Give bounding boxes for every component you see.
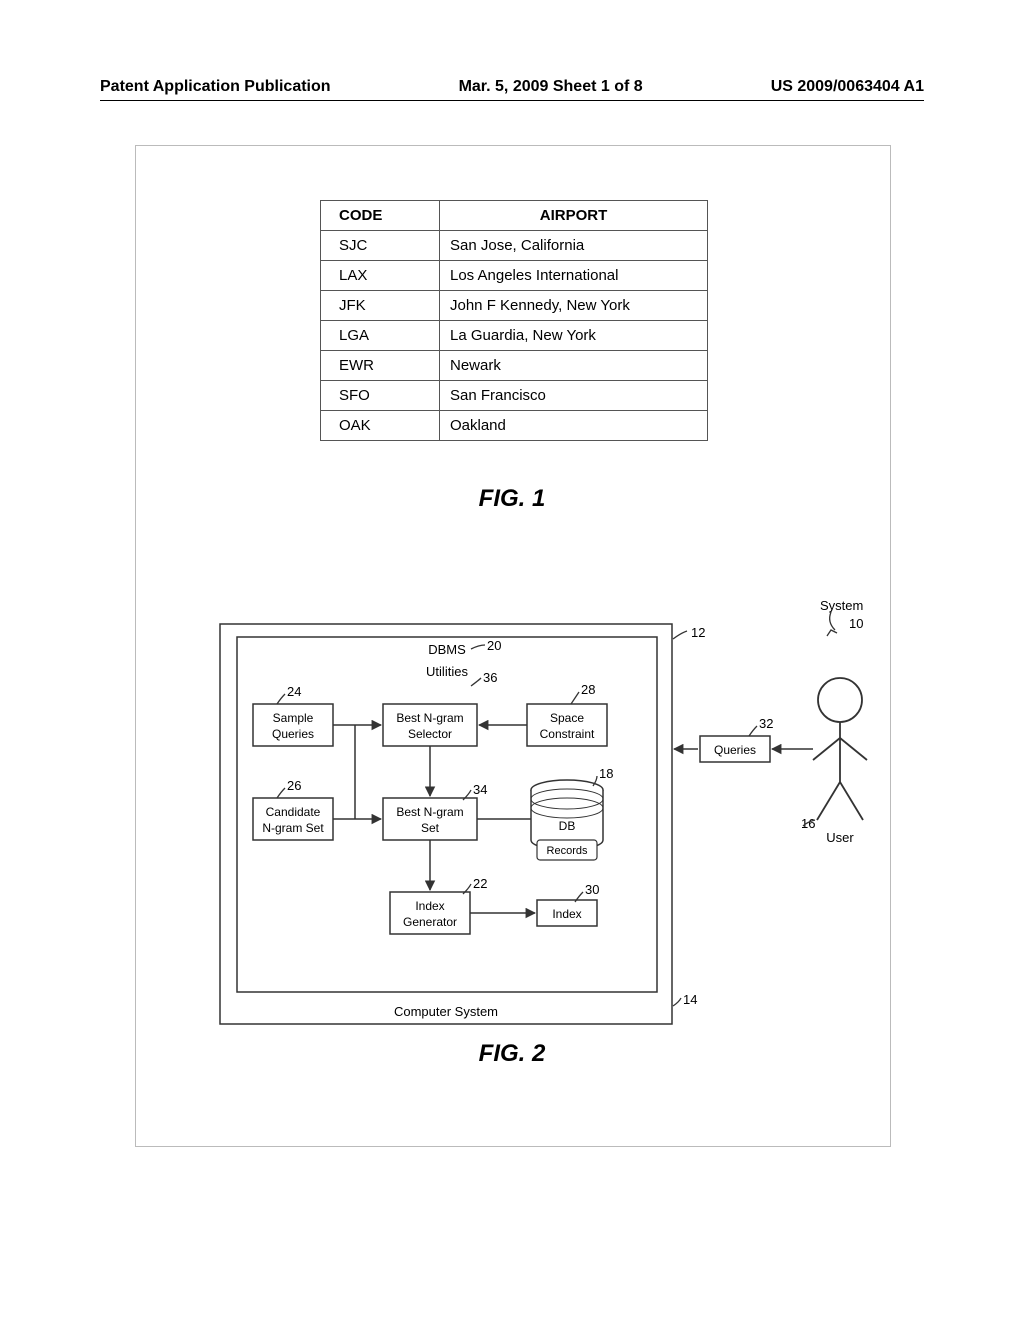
sample-queries-l1: Sample (273, 711, 314, 725)
dbms-label: DBMS (428, 642, 466, 657)
svg-text:28: 28 (581, 682, 595, 697)
svg-text:12: 12 (691, 625, 705, 640)
svg-text:30: 30 (585, 882, 599, 897)
ig-l1: Index (415, 899, 444, 913)
candidate-l2: N-gram Set (262, 821, 324, 835)
utilities-label: Utilities (426, 664, 468, 679)
svg-text:System: System (820, 598, 863, 613)
bns-l2: Set (421, 821, 440, 835)
user-icon (813, 678, 867, 820)
sc-l1: Space (550, 711, 584, 725)
col-code: CODE (321, 201, 440, 231)
table-row: SJCSan Jose, California (321, 231, 708, 261)
db-label: DB (559, 819, 576, 833)
index-label: Index (552, 907, 581, 921)
fig1-table: CODE AIRPORT SJCSan Jose, California LAX… (320, 200, 708, 441)
page: Patent Application Publication Mar. 5, 2… (0, 0, 1024, 1320)
fig2-diagram: Computer System DBMS Utilities Sample Qu… (215, 592, 900, 1027)
selector-l2: Selector (408, 727, 452, 741)
header-center: Mar. 5, 2009 Sheet 1 of 8 (459, 78, 643, 96)
header-left: Patent Application Publication (100, 78, 331, 96)
svg-text:10: 10 (849, 616, 863, 631)
svg-text:18: 18 (599, 766, 613, 781)
page-header: Patent Application Publication Mar. 5, 2… (100, 78, 924, 96)
header-right: US 2009/0063404 A1 (771, 78, 924, 96)
ig-l2: Generator (403, 915, 457, 929)
svg-text:36: 36 (483, 670, 497, 685)
selector-l1: Best N-gram (396, 711, 463, 725)
header-rule (100, 100, 924, 101)
records-label: Records (547, 845, 588, 857)
sample-queries-l2: Queries (272, 727, 314, 741)
svg-text:24: 24 (287, 684, 301, 699)
table-row: LAXLos Angeles International (321, 261, 708, 291)
svg-text:26: 26 (287, 778, 301, 793)
candidate-l1: Candidate (266, 805, 321, 819)
fig1-tbody: SJCSan Jose, California LAXLos Angeles I… (321, 231, 708, 441)
table-row: SFOSan Francisco (321, 381, 708, 411)
col-airport: AIRPORT (440, 201, 708, 231)
svg-text:14: 14 (683, 992, 697, 1007)
svg-text:20: 20 (487, 638, 501, 653)
table-row: EWRNewark (321, 351, 708, 381)
sc-l2: Constraint (540, 727, 595, 741)
svg-text:32: 32 (759, 716, 773, 731)
svg-text:16: 16 (801, 816, 815, 831)
svg-text:22: 22 (473, 876, 487, 891)
table-row: LGALa Guardia, New York (321, 321, 708, 351)
fig1-caption: FIG. 1 (0, 485, 1024, 513)
table-row: OAKOakland (321, 411, 708, 441)
computer-system-label: Computer System (394, 1004, 498, 1019)
svg-text:34: 34 (473, 782, 487, 797)
table-row: JFKJohn F Kennedy, New York (321, 291, 708, 321)
user-label: User (826, 830, 854, 845)
table-header-row: CODE AIRPORT (321, 201, 708, 231)
queries-label: Queries (714, 743, 756, 757)
bns-l1: Best N-gram (396, 805, 463, 819)
fig2-caption: FIG. 2 (0, 1040, 1024, 1068)
